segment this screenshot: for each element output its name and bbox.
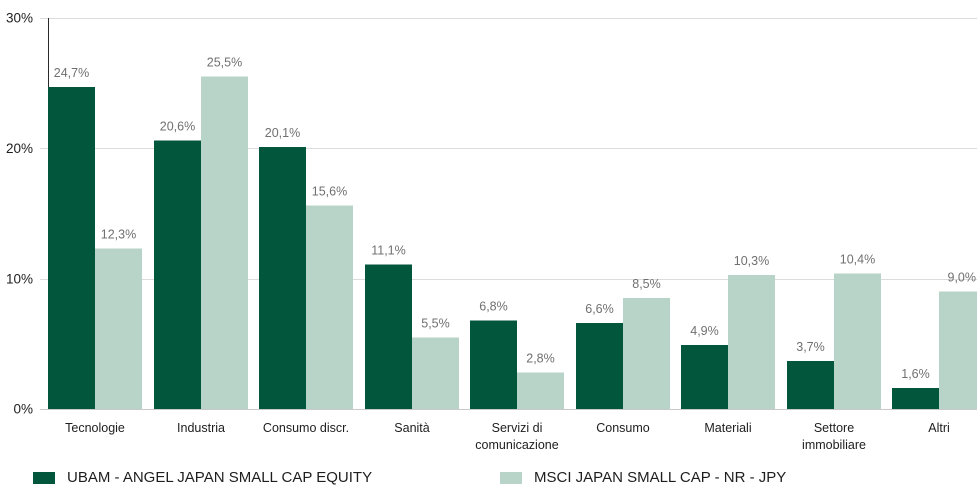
data-label-series-1: 6,8%	[479, 299, 508, 313]
data-label-series-1: 20,6%	[160, 120, 195, 134]
data-label-series-1: 6,6%	[585, 302, 614, 316]
bar-series-1	[48, 87, 95, 410]
y-axis-tick-labels: 0% 10% 20% 30%	[6, 11, 33, 417]
bar-series-2	[834, 273, 881, 409]
x-axis-tick-labels: Tecnologie Industria Consumo discr. Sanità S…	[0, 420, 977, 460]
data-label-series-2: 10,4%	[840, 252, 875, 266]
data-label-series-2: 25,5%	[207, 56, 242, 70]
data-label-series-1: 4,9%	[690, 324, 719, 338]
data-label-series-2: 10,3%	[734, 254, 769, 268]
data-label-series-2: 8,5%	[632, 277, 661, 291]
legend-swatch-series-1	[33, 472, 55, 484]
x-tick-label: Industria	[177, 421, 225, 435]
y-tick-label: 20%	[6, 141, 33, 156]
bar-series-2	[412, 337, 459, 409]
y-tick-label: 30%	[6, 11, 33, 26]
data-label-series-1: 1,6%	[901, 367, 930, 381]
x-tick-label: Consumo discr.	[262, 421, 350, 435]
data-label-series-1: 3,7%	[796, 340, 825, 354]
data-labels: 24,7% 20,6% 20,1% 11,1% 6,8% 6,6% 4,9% 3,7% 1,6%…	[54, 56, 976, 381]
x-tick-label: Tecnologie	[65, 421, 125, 435]
bar-series-2	[201, 76, 248, 410]
x-tick-label: Consumo	[596, 421, 650, 435]
legend-swatch-series-2	[500, 472, 522, 484]
data-label-series-1: 20,1%	[265, 126, 300, 140]
data-label-series-2: 15,6%	[312, 185, 347, 199]
legend-label-series-2: MSCI JAPAN SMALL CAP - NR - JPY	[534, 469, 787, 486]
data-label-series-1: 24,7%	[54, 66, 89, 80]
data-label-series-2: 2,8%	[526, 352, 555, 366]
y-tick-label: 0%	[13, 402, 33, 417]
x-tick-label: Settore immobiliare	[802, 421, 866, 452]
data-label-series-1: 11,1%	[371, 243, 406, 257]
legend-item-series-2: MSCI JAPAN SMALL CAP - NR - JPY	[500, 469, 800, 486]
data-label-series-2: 9,0%	[948, 271, 977, 285]
bar-series-1	[787, 360, 834, 409]
bars	[48, 76, 977, 410]
bar-series-2	[306, 205, 353, 409]
bar-series-2	[517, 372, 564, 409]
legend-item-series-1: UBAM - ANGEL JAPAN SMALL CAP EQUITY	[33, 469, 393, 486]
bar-series-1	[154, 140, 201, 409]
legend: UBAM - ANGEL JAPAN SMALL CAP EQUITY MSCI…	[0, 469, 977, 486]
bar-series-2	[95, 248, 142, 409]
legend-label-series-1: UBAM - ANGEL JAPAN SMALL CAP EQUITY	[67, 469, 373, 486]
x-tick-label: Altri	[928, 421, 950, 435]
bar-series-2	[939, 291, 977, 409]
bar-series-1	[259, 147, 306, 409]
x-tick-label: Materiali	[704, 421, 752, 435]
bar-series-1	[892, 388, 939, 409]
data-label-series-2: 12,3%	[101, 228, 136, 242]
y-tick-label: 10%	[6, 271, 33, 286]
x-tick-label: Sanità	[394, 421, 430, 435]
x-tick-label: Servizi di comunicazione	[475, 421, 559, 452]
bar-series-2	[623, 298, 670, 409]
bar-series-1	[681, 345, 728, 409]
bar-series-1	[576, 322, 623, 409]
bar-series-2	[728, 274, 775, 409]
bar-series-1	[470, 320, 517, 409]
bar-series-1	[365, 264, 412, 409]
data-label-series-2: 5,5%	[421, 316, 450, 330]
